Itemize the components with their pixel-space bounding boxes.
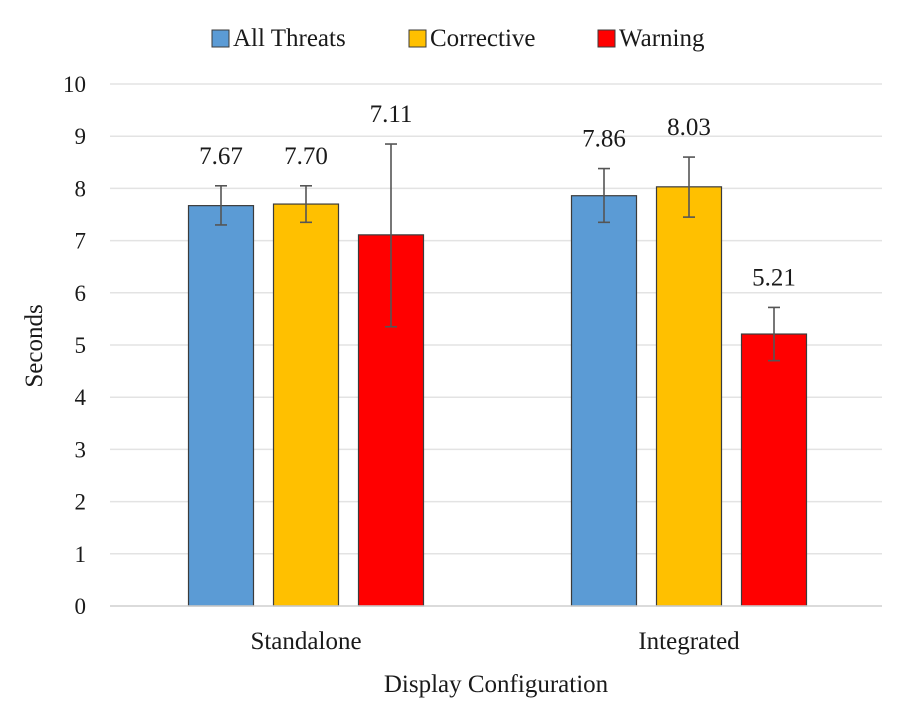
error-bars (215, 143, 780, 362)
y-tick-label: 7 (75, 229, 87, 254)
bar-all-threats-integrated (570, 195, 638, 607)
data-labels: 7.67 7.70 7.11 7.86 8.03 5.21 (199, 101, 796, 291)
data-label: 7.86 (582, 126, 626, 153)
error-bar (215, 184, 227, 226)
legend: All Threats Corrective Warning (211, 25, 705, 52)
y-tick-label: 3 (75, 437, 87, 462)
legend-label: All Threats (233, 25, 346, 52)
bar-corrective-integrated (655, 186, 723, 607)
category-label: Standalone (250, 628, 361, 655)
bar-corrective-standalone (272, 203, 340, 607)
y-tick-label: 0 (75, 594, 87, 619)
legend-item-all-threats: All Threats (211, 25, 346, 52)
y-tick-label: 8 (75, 176, 87, 201)
legend-item-warning: Warning (597, 25, 705, 52)
y-tick-label: 5 (75, 333, 87, 358)
y-tick-label: 6 (75, 281, 87, 306)
legend-swatch (211, 29, 230, 48)
error-bar (598, 167, 610, 224)
legend-label: Warning (619, 25, 705, 52)
error-bar (385, 143, 397, 328)
y-axis-ticks: 0 1 2 3 4 5 6 7 8 9 10 (63, 72, 87, 619)
legend-label: Corrective (430, 25, 536, 52)
legend-swatch (597, 29, 616, 48)
y-axis-title: Seconds (21, 304, 48, 387)
y-tick-label: 2 (75, 490, 87, 515)
error-bar (768, 306, 780, 362)
category-label: Integrated (638, 628, 740, 655)
y-tick-label: 1 (75, 542, 87, 567)
bars (187, 186, 808, 607)
data-label: 5.21 (752, 264, 796, 291)
data-label: 7.67 (199, 143, 243, 170)
y-tick-label: 4 (75, 385, 87, 410)
data-label: 8.03 (667, 114, 711, 141)
legend-swatch (408, 29, 427, 48)
y-tick-label: 9 (75, 124, 87, 149)
data-label: 7.11 (370, 101, 413, 128)
x-axis-title: Display Configuration (384, 671, 609, 698)
bar-all-threats-standalone (187, 205, 255, 607)
legend-item-corrective: Corrective (408, 25, 536, 52)
data-label: 7.70 (284, 143, 328, 170)
bar-warning-integrated (740, 333, 808, 607)
error-bar (300, 184, 312, 224)
error-bar (683, 156, 695, 218)
y-tick-label: 10 (63, 72, 86, 97)
category-labels: Standalone Integrated (250, 628, 740, 655)
